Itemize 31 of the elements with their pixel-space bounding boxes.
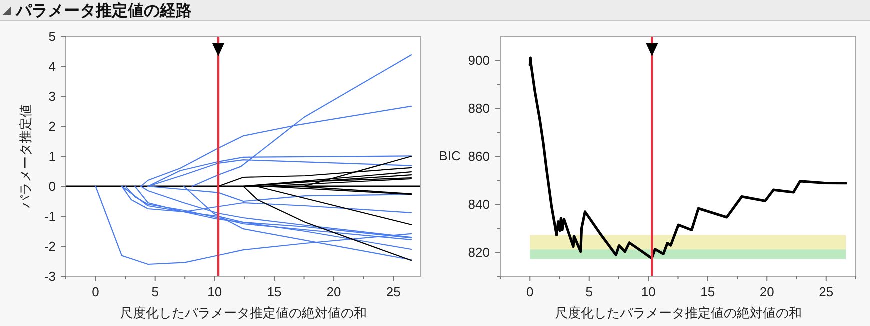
x-axis-title: 尺度化したパラメータ推定値の絶対値の和 [120, 306, 367, 320]
chart-title: パラメータ推定値の経路 [15, 2, 192, 20]
y-tick-label: 820 [468, 245, 490, 260]
x-tick-label: 5 [152, 284, 159, 300]
x-tick-label: 15 [700, 284, 716, 300]
x-tick-label: 0 [92, 284, 100, 300]
x-tick-label: 25 [819, 284, 834, 300]
y-tick-label: 2 [48, 119, 56, 134]
x-tick-label: 5 [586, 284, 593, 300]
x-tick-label: 0 [526, 284, 534, 300]
x-tick-label: 10 [208, 284, 222, 300]
y-tick-label: 4 [48, 59, 56, 74]
y-tick-label: -2 [44, 239, 56, 254]
y-tick-label: -3 [44, 269, 56, 284]
y-tick-label: 0 [48, 179, 56, 194]
y-axis-title: BIC [439, 148, 461, 164]
x-tick-label: 20 [760, 284, 774, 300]
y-axis-title: パラメータ推定値 [18, 104, 33, 210]
y-tick-label: 840 [468, 197, 490, 212]
y-tick-label: 1 [48, 149, 56, 164]
x-tick-label: 10 [641, 284, 656, 300]
y-tick-label: 3 [48, 89, 56, 104]
x-axis-title: 尺度化したパラメータ推定値の絶対値の和 [554, 306, 802, 320]
y-tick-label: 5 [48, 29, 56, 44]
y-tick-label: 880 [468, 101, 490, 116]
y-tick-label: 860 [468, 149, 490, 164]
y-tick-label: 900 [468, 53, 490, 68]
x-tick-label: 20 [326, 284, 342, 300]
x-tick-label: 25 [386, 284, 401, 300]
x-tick-label: 15 [267, 284, 282, 300]
y-tick-label: -1 [44, 209, 56, 224]
